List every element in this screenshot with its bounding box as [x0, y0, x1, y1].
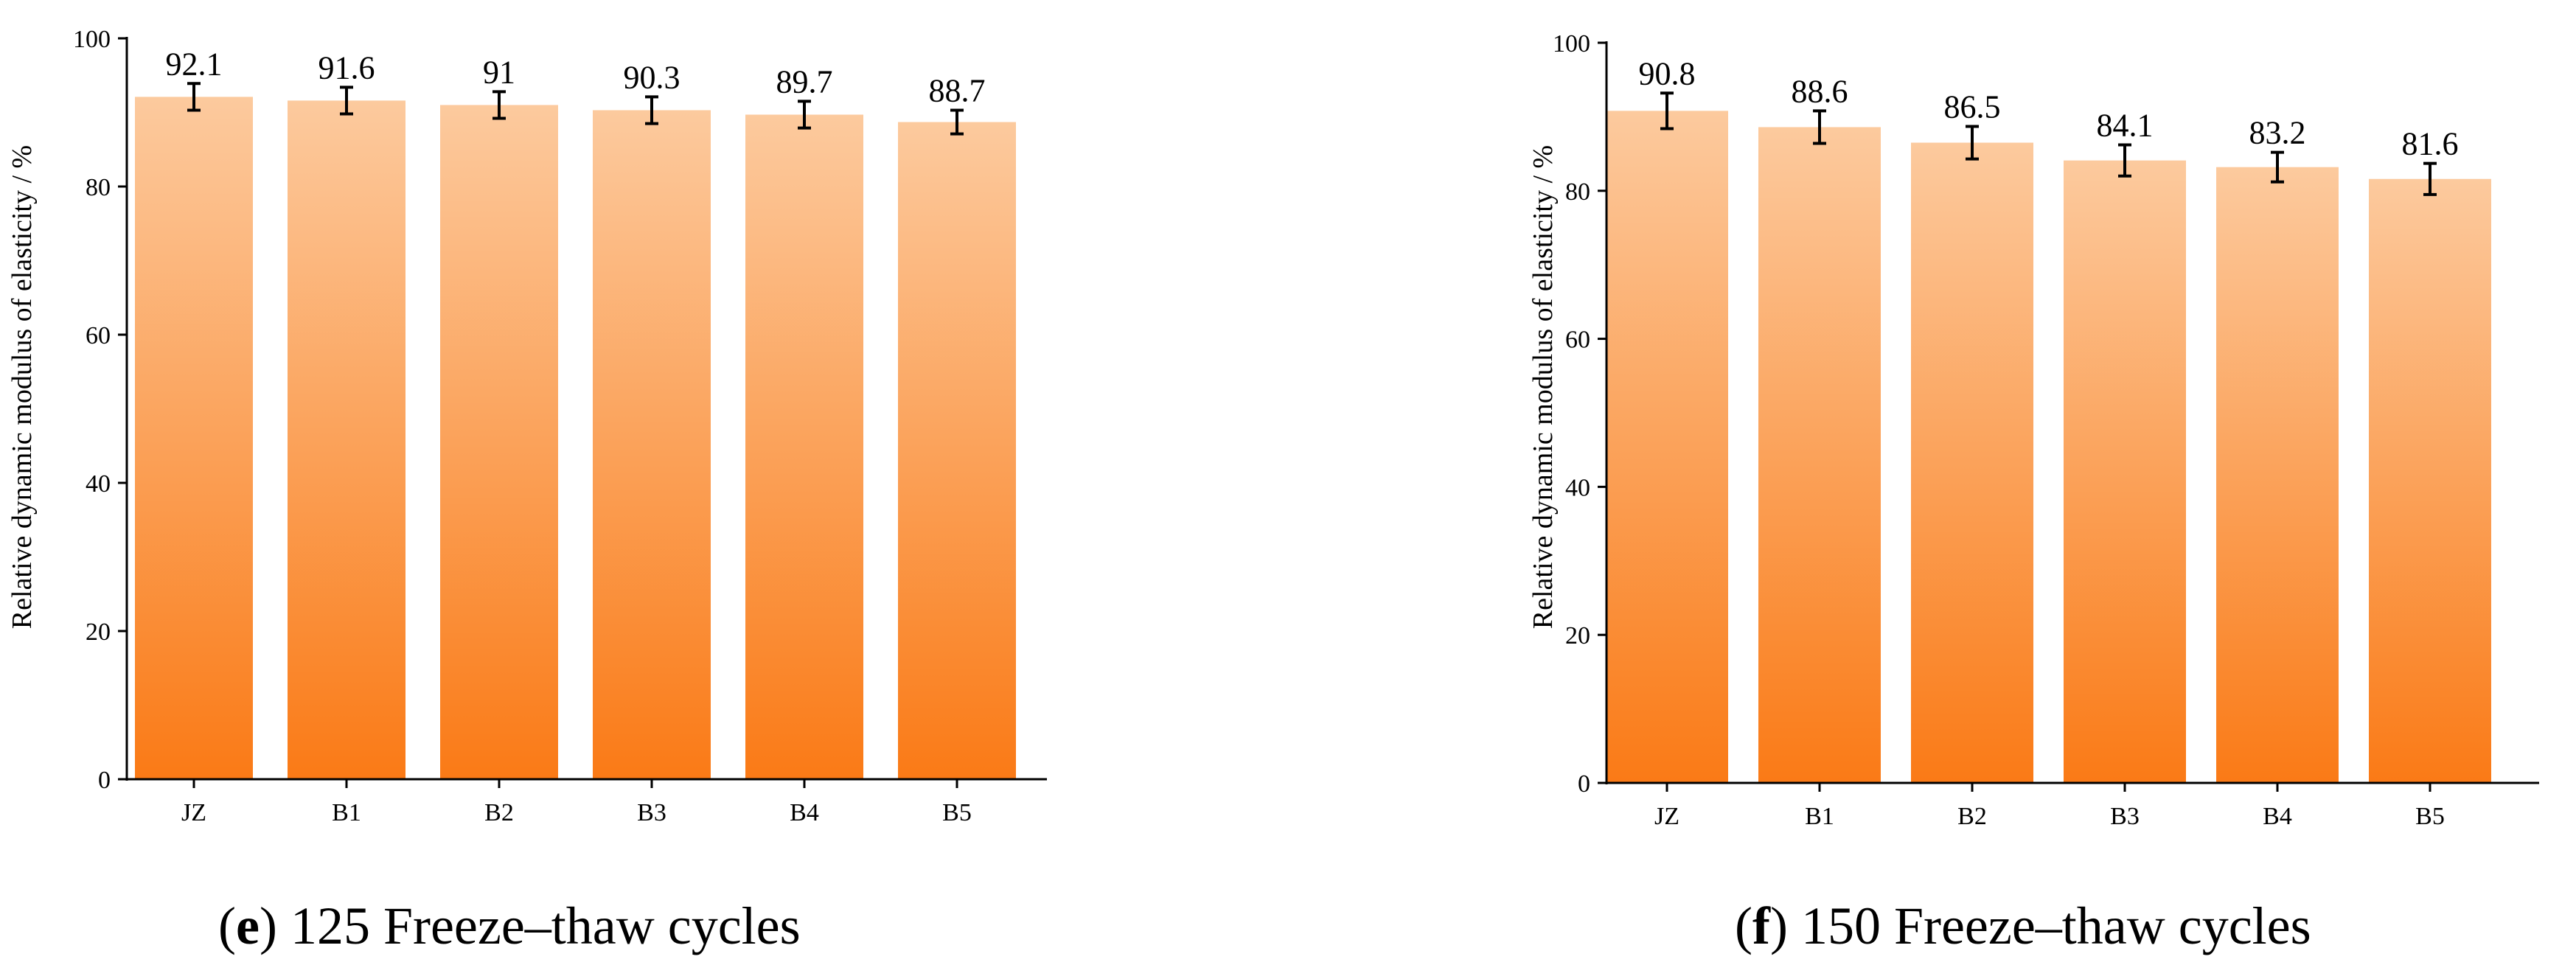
chart-caption-e: (e) 125 Freeze–thaw cycles	[218, 896, 801, 955]
value-label-f-b4: 83.2	[2249, 115, 2306, 151]
bar-e-b1	[288, 100, 405, 780]
y-tick-label-f-20: 20	[1565, 622, 1590, 649]
x-tick-label-f-b4: B4	[2263, 803, 2292, 830]
y-tick-label-f-80: 80	[1565, 178, 1590, 206]
value-label-e-b3: 90.3	[624, 59, 680, 95]
bar-f-b4	[2216, 167, 2339, 783]
y-axis-label-f: Relative dynamic modulus of elasticity /…	[1528, 145, 1559, 629]
error-bar-e-b3	[645, 95, 658, 125]
y-tick-label-f-100: 100	[1553, 30, 1590, 58]
value-label-f-b3: 84.1	[2097, 108, 2154, 144]
bar-chart-e: 92.1 91.6 91 90.3 89.7 88.7 0 20 40 60 80 100 JZ B1 B2…	[7, 26, 1047, 826]
value-label-e-jz: 92.1	[166, 46, 223, 82]
y-tick-label-e-60: 60	[86, 322, 111, 349]
error-bar-f-b5	[2423, 161, 2437, 196]
value-label-f-b5: 81.6	[2402, 126, 2459, 162]
value-label-e-b5: 88.7	[929, 72, 986, 108]
y-tick-label-e-100: 100	[73, 26, 111, 53]
x-tick-label-e-b2: B2	[484, 799, 514, 826]
y-tick-label-f-60: 60	[1565, 327, 1590, 354]
y-tick-label-f-40: 40	[1565, 474, 1590, 501]
error-bar-f-b2	[1966, 125, 1979, 161]
y-tick-label-e-40: 40	[86, 470, 111, 498]
error-bar-f-jz	[1660, 91, 1674, 130]
bar-e-b2	[440, 105, 558, 779]
x-tick-label-e-b3: B3	[637, 799, 666, 826]
bar-e-b3	[593, 110, 711, 780]
y-axis-label-e: Relative dynamic modulus of elasticity /…	[7, 145, 38, 629]
x-tick-label-f-jz: JZ	[1654, 803, 1679, 830]
error-bar-e-jz	[187, 82, 201, 112]
value-label-e-b1: 91.6	[318, 49, 375, 86]
y-tick-label-e-0: 0	[98, 767, 111, 794]
chart-caption-f: (f) 150 Freeze–thaw cycles	[1735, 896, 2311, 955]
x-tick-label-e-b5: B5	[942, 799, 972, 826]
y-tick-label-f-0: 0	[1578, 770, 1590, 798]
x-tick-label-e-jz: JZ	[181, 799, 206, 826]
x-tick-label-f-b3: B3	[2110, 803, 2140, 830]
x-tick-label-e-b4: B4	[790, 799, 819, 826]
bar-f-b2	[1911, 142, 2033, 784]
bar-chart-f: 90.8 88.6 86.5 84.1 83.2 81.6 0 20 40 60 80 100 JZ B1…	[1528, 30, 2539, 830]
error-bar-f-b3	[2118, 143, 2131, 178]
caption-text-f: 150 Freeze–thaw cycles	[1800, 896, 2311, 955]
x-tick-label-f-b5: B5	[2415, 803, 2445, 830]
value-label-f-b2: 86.5	[1944, 88, 2001, 125]
value-label-e-b4: 89.7	[776, 63, 833, 100]
error-bar-e-b1	[340, 86, 353, 116]
panel-letter-f: f	[1752, 896, 1770, 955]
bar-f-b5	[2369, 178, 2491, 784]
x-tick-label-e-b1: B1	[332, 799, 361, 826]
bar-f-b1	[1758, 127, 1881, 783]
x-tick-label-f-b2: B2	[1957, 803, 1987, 830]
error-bar-e-b2	[492, 90, 506, 120]
panel-letter-e: e	[235, 896, 260, 955]
chart-panel-e: 92.1 91.6 91 90.3 89.7 88.7 0 20 40 60 80 100 JZ B1 B2…	[7, 26, 1047, 955]
error-bar-f-b1	[1813, 109, 1826, 145]
bar-e-b4	[745, 114, 863, 779]
chart-panel-f: 90.8 88.6 86.5 84.1 83.2 81.6 0 20 40 60 80 100 JZ B1…	[1288, 0, 2576, 979]
value-label-e-b2: 91	[483, 54, 515, 90]
bar-e-jz	[135, 97, 253, 779]
bar-f-jz	[1606, 111, 1728, 784]
bar-e-b5	[898, 122, 1016, 779]
value-label-f-jz: 90.8	[1639, 55, 1696, 91]
error-bar-e-b5	[950, 108, 964, 136]
y-tick-label-e-20: 20	[86, 619, 111, 646]
y-tick-label-e-80: 80	[86, 174, 111, 201]
x-tick-label-f-b1: B1	[1805, 803, 1834, 830]
error-bar-f-b4	[2271, 150, 2284, 184]
value-label-f-b1: 88.6	[1792, 73, 1848, 109]
bar-f-b3	[2064, 160, 2186, 784]
error-bar-e-b4	[798, 100, 811, 130]
caption-text-e: 125 Freeze–thaw cycles	[290, 896, 801, 955]
